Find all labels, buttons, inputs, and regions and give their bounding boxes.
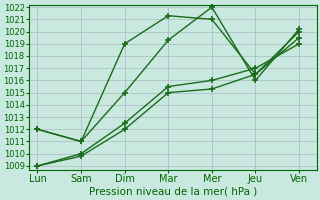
X-axis label: Pression niveau de la mer( hPa ): Pression niveau de la mer( hPa ) <box>89 187 257 197</box>
